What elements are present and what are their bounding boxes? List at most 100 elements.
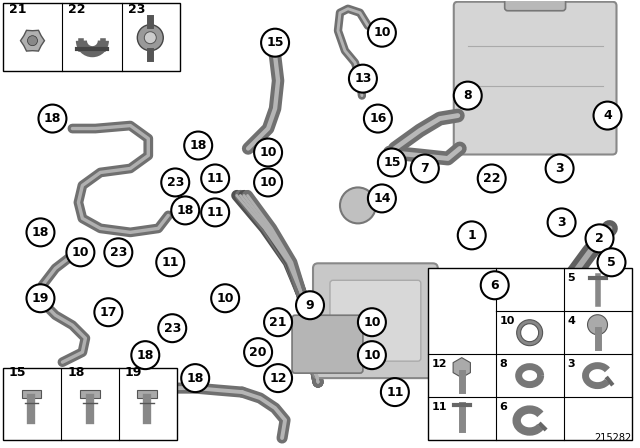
Text: 23: 23 — [164, 322, 181, 335]
Text: 8: 8 — [463, 89, 472, 102]
Text: 9: 9 — [306, 299, 314, 312]
Circle shape — [201, 164, 229, 193]
Text: 16: 16 — [369, 112, 387, 125]
Text: 18: 18 — [189, 139, 207, 152]
Circle shape — [593, 102, 621, 129]
Text: 18: 18 — [32, 226, 49, 239]
Text: 8: 8 — [500, 359, 508, 369]
FancyBboxPatch shape — [313, 263, 438, 378]
Circle shape — [481, 271, 509, 299]
Text: 23: 23 — [109, 246, 127, 259]
Circle shape — [358, 308, 386, 336]
Circle shape — [67, 238, 94, 266]
Text: 19: 19 — [32, 292, 49, 305]
Text: 2: 2 — [595, 232, 604, 245]
Text: 21: 21 — [269, 316, 287, 329]
Text: 11: 11 — [432, 402, 447, 412]
Bar — [81, 390, 100, 398]
Text: 18: 18 — [44, 112, 61, 125]
Circle shape — [546, 155, 573, 182]
Circle shape — [254, 168, 282, 196]
Circle shape — [458, 221, 486, 250]
Text: 12: 12 — [432, 359, 447, 369]
Text: 15: 15 — [8, 366, 26, 379]
Circle shape — [181, 364, 209, 392]
FancyBboxPatch shape — [330, 280, 421, 361]
Text: 23: 23 — [129, 3, 146, 16]
Text: 18: 18 — [136, 349, 154, 362]
Text: 5: 5 — [607, 256, 616, 269]
Circle shape — [296, 291, 324, 319]
Text: 22: 22 — [483, 172, 500, 185]
Circle shape — [244, 338, 272, 366]
Circle shape — [211, 284, 239, 312]
Text: 10: 10 — [259, 146, 277, 159]
Circle shape — [26, 284, 54, 312]
Circle shape — [184, 132, 212, 159]
Text: 7: 7 — [420, 162, 429, 175]
Text: 10: 10 — [72, 246, 89, 259]
Text: 18: 18 — [67, 366, 85, 379]
Circle shape — [264, 364, 292, 392]
Circle shape — [454, 82, 482, 110]
Circle shape — [161, 168, 189, 196]
Circle shape — [340, 187, 376, 224]
Circle shape — [368, 185, 396, 212]
Circle shape — [264, 308, 292, 336]
Circle shape — [138, 25, 163, 51]
Text: 3: 3 — [568, 359, 575, 369]
Circle shape — [598, 248, 625, 276]
Polygon shape — [20, 30, 44, 51]
Text: 11: 11 — [207, 206, 224, 219]
Text: 10: 10 — [363, 349, 381, 362]
Circle shape — [26, 218, 54, 246]
Text: 14: 14 — [373, 192, 390, 205]
FancyBboxPatch shape — [505, 0, 566, 11]
Circle shape — [158, 314, 186, 342]
Circle shape — [156, 248, 184, 276]
Circle shape — [261, 29, 289, 56]
Circle shape — [201, 198, 229, 226]
Text: 10: 10 — [363, 316, 381, 329]
Text: 11: 11 — [207, 172, 224, 185]
Circle shape — [364, 104, 392, 133]
Text: 15: 15 — [266, 36, 284, 49]
Circle shape — [368, 19, 396, 47]
Bar — [3, 3, 180, 71]
Text: 21: 21 — [8, 3, 26, 16]
Text: 6: 6 — [500, 402, 508, 412]
Text: 20: 20 — [250, 346, 267, 359]
Text: 19: 19 — [124, 366, 141, 379]
Circle shape — [411, 155, 439, 182]
Text: 3: 3 — [556, 162, 564, 175]
Circle shape — [586, 224, 614, 252]
Circle shape — [172, 196, 199, 224]
Circle shape — [378, 148, 406, 177]
Text: 12: 12 — [269, 372, 287, 385]
FancyBboxPatch shape — [292, 315, 363, 373]
Text: 10: 10 — [216, 292, 234, 305]
Circle shape — [94, 298, 122, 326]
Text: 18: 18 — [177, 204, 194, 217]
Text: 10: 10 — [500, 316, 515, 326]
Bar — [138, 390, 157, 398]
Text: 11: 11 — [161, 256, 179, 269]
Text: 15: 15 — [383, 156, 401, 169]
Bar — [22, 390, 42, 398]
Bar — [428, 268, 632, 440]
Text: 215282: 215282 — [594, 433, 632, 443]
Text: 23: 23 — [166, 176, 184, 189]
Text: 10: 10 — [259, 176, 277, 189]
Circle shape — [28, 36, 38, 46]
Circle shape — [477, 164, 506, 193]
Circle shape — [131, 341, 159, 369]
Circle shape — [254, 138, 282, 167]
Circle shape — [548, 208, 575, 237]
Text: 4: 4 — [603, 109, 612, 122]
Circle shape — [358, 341, 386, 369]
Text: 10: 10 — [373, 26, 390, 39]
Text: 17: 17 — [100, 306, 117, 319]
Circle shape — [588, 315, 607, 335]
Text: 11: 11 — [386, 386, 404, 399]
Text: 3: 3 — [557, 216, 566, 229]
